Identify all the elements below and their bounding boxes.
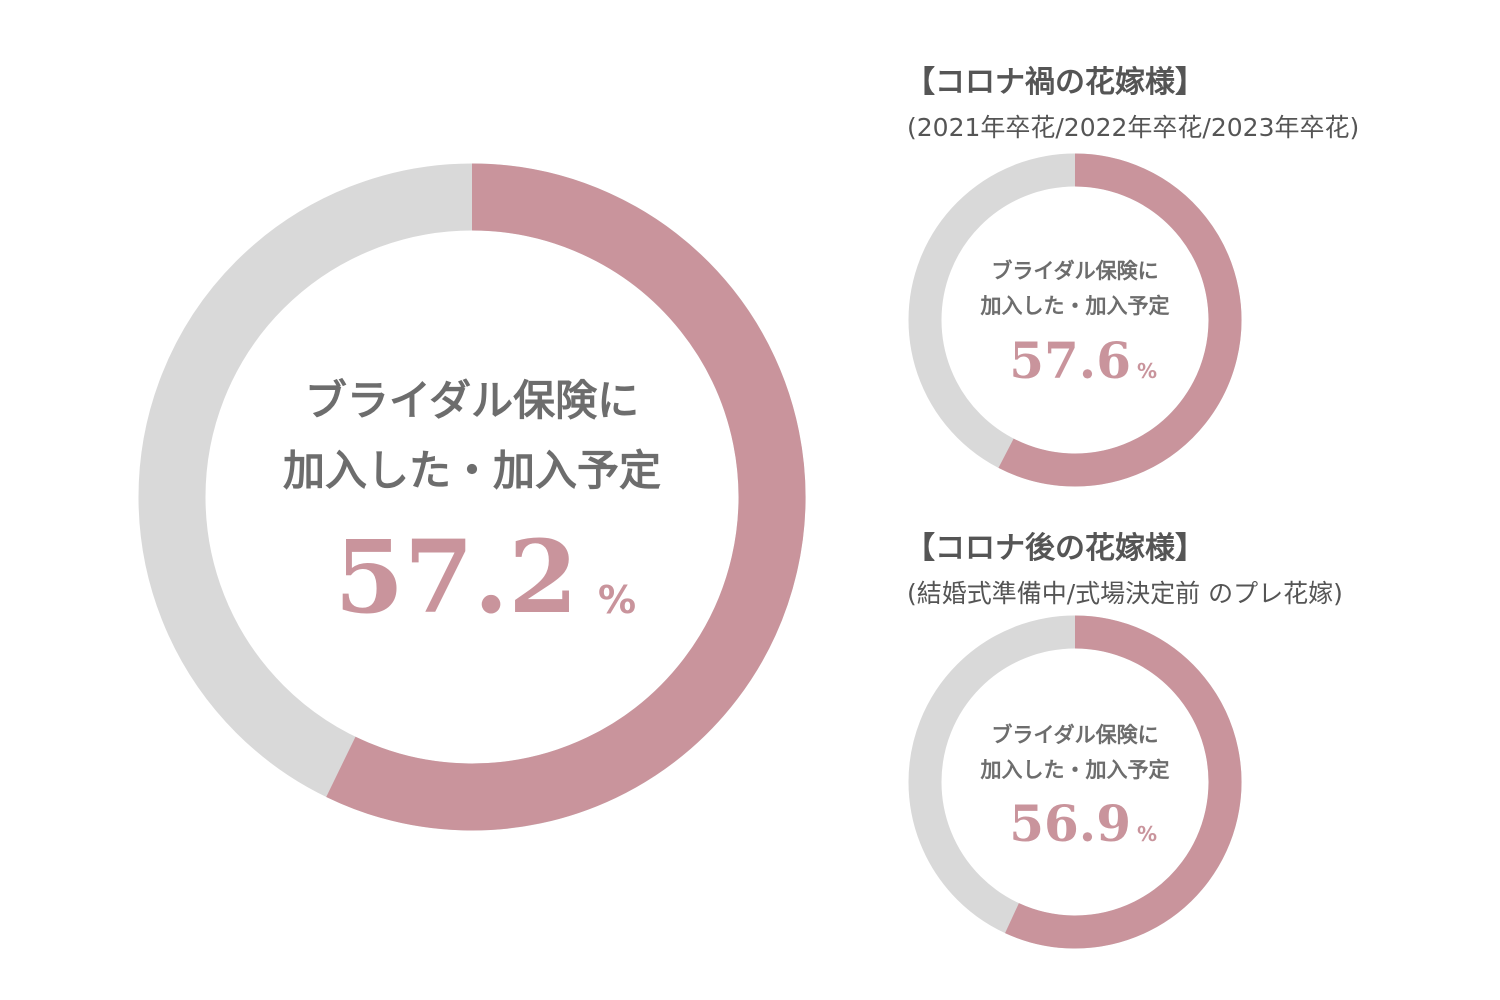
donut-covid-era-label-line2: 加入した・加入予定: [980, 294, 1170, 318]
donut-covid-era-value: 57.6: [1009, 331, 1131, 390]
donut-post-covid-heading: 【コロナ後の花嫁様】: [905, 531, 1205, 566]
donut-covid-era-label-line1: ブライダル保険に: [991, 259, 1158, 283]
donut-overall: ブライダル保険に 加入した・加入予定 57.2 %: [138, 163, 806, 831]
donut-covid-era-value-arc: [998, 153, 1242, 487]
donut-post-covid-value-arc: [1005, 615, 1242, 949]
donut-post-covid-label-line1: ブライダル保険に: [991, 723, 1158, 747]
donut-overall-label-line2: 加入した・加入予定: [283, 446, 661, 495]
donut-covid-era-heading: 【コロナ禍の花嫁様】: [905, 65, 1205, 100]
donut-covid-era: 【コロナ禍の花嫁様】 (2021年卒花/2022年卒花/2023年卒花) ブライ…: [905, 65, 1359, 487]
donut-post-covid-subheading: (結婚式準備中/式場決定前 のプレ花嫁): [907, 579, 1343, 608]
donut-covid-era-subheading: (2021年卒花/2022年卒花/2023年卒花): [907, 113, 1359, 142]
donut-overall-unit: %: [598, 578, 636, 622]
donut-post-covid-value: 56.9: [1009, 794, 1131, 853]
donut-overall-value-arc: [326, 163, 806, 831]
donut-post-covid-label-line2: 加入した・加入予定: [980, 758, 1170, 782]
donut-post-covid: 【コロナ後の花嫁様】 (結婚式準備中/式場決定前 のプレ花嫁) ブライダル保険に…: [905, 531, 1343, 949]
donut-overall-label-line1: ブライダル保険に: [305, 376, 639, 425]
donut-covid-era-unit: %: [1137, 359, 1157, 383]
donut-post-covid-unit: %: [1137, 822, 1157, 846]
donut-overall-value: 57.2: [334, 518, 578, 636]
